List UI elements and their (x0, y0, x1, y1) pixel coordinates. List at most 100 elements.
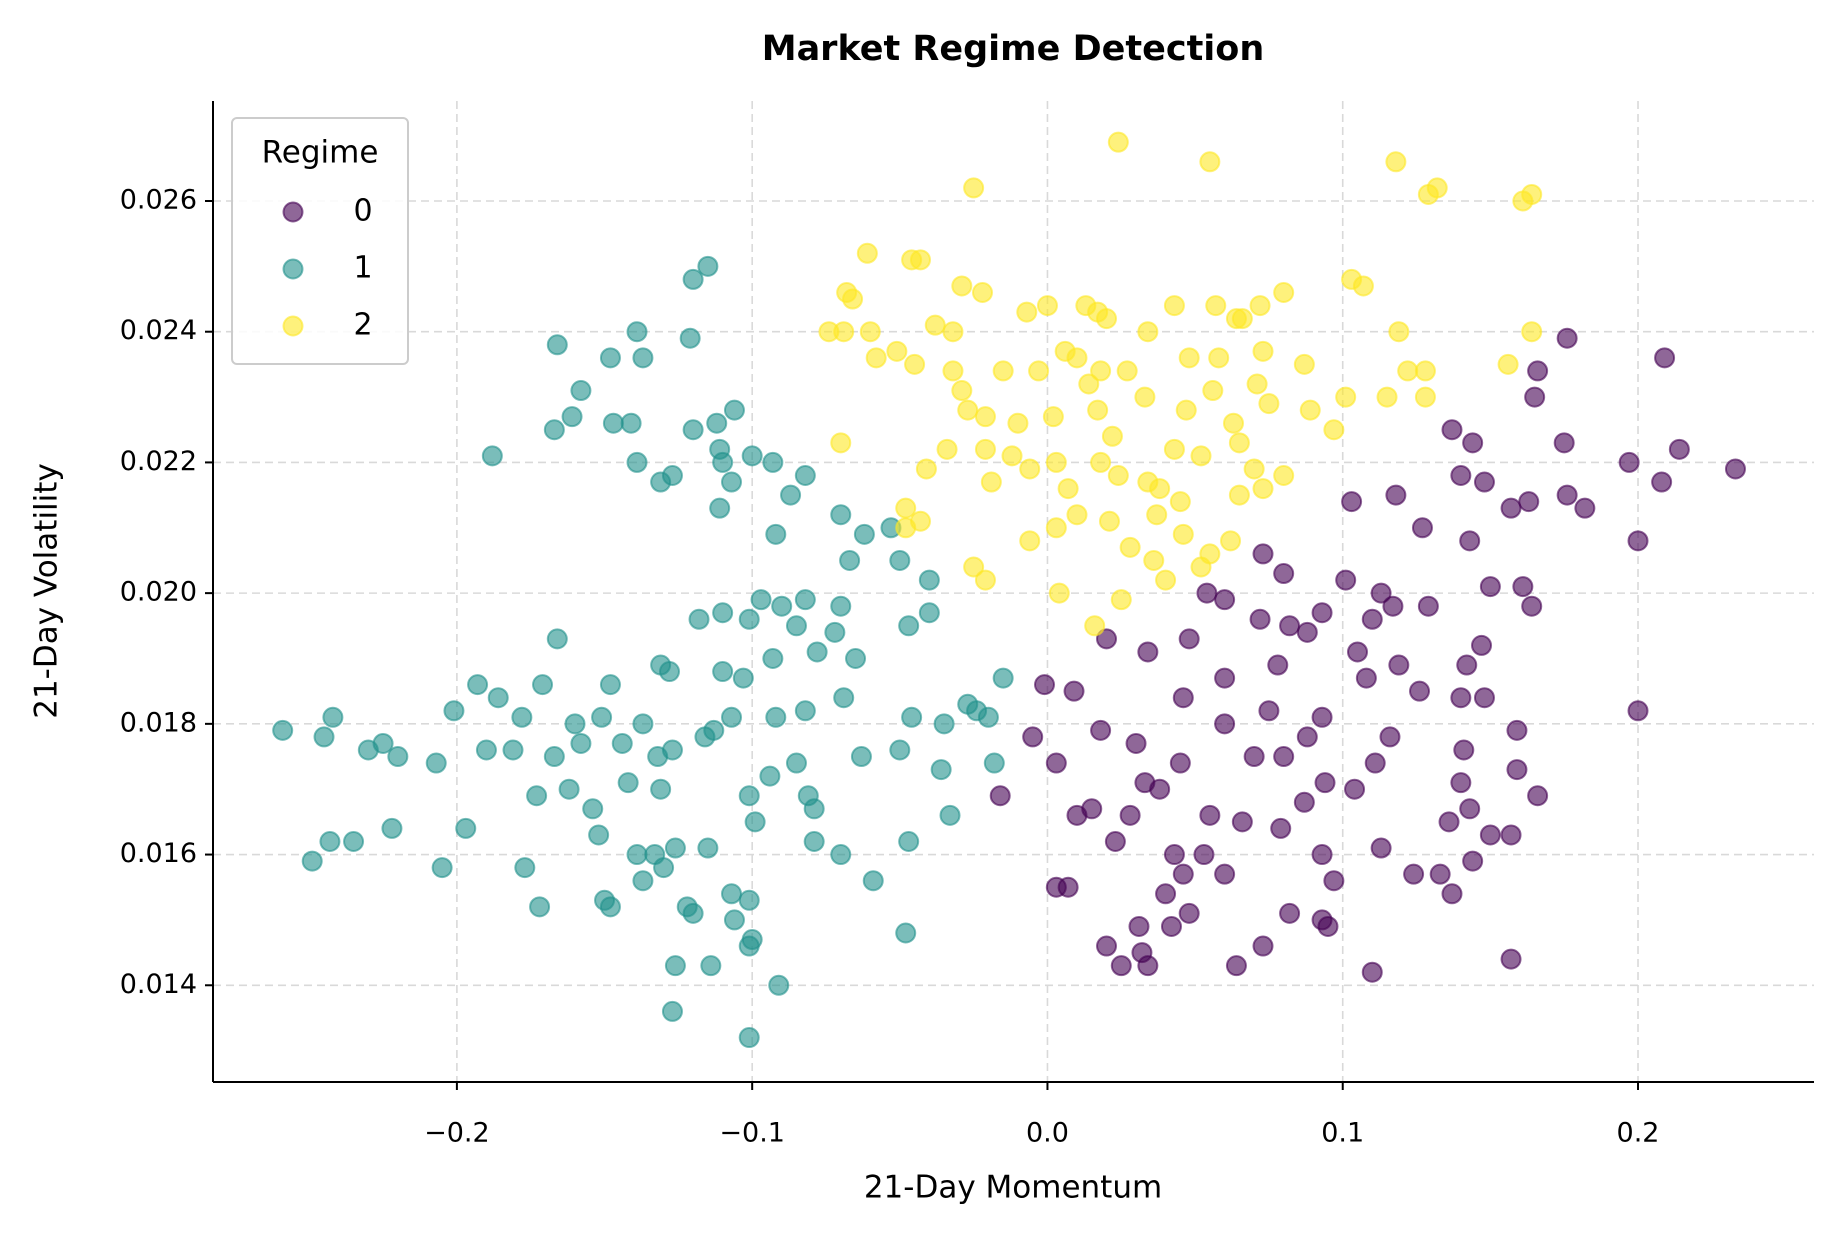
point (738, 785, 760, 807)
point (974, 569, 996, 591)
point (830, 432, 852, 454)
point (1081, 798, 1103, 820)
point (1574, 497, 1596, 519)
point (1066, 504, 1088, 526)
point (1110, 955, 1132, 977)
point (1296, 621, 1318, 643)
point (909, 249, 931, 271)
point (1220, 530, 1242, 552)
point (1134, 386, 1156, 408)
point (1155, 569, 1177, 591)
point (889, 549, 911, 571)
point (301, 850, 323, 872)
point (977, 706, 999, 728)
point (632, 347, 654, 369)
point (738, 935, 760, 957)
point (915, 458, 937, 480)
point (467, 674, 489, 696)
point (650, 778, 672, 800)
point (1317, 915, 1339, 937)
point (1403, 863, 1425, 885)
point (1527, 785, 1549, 807)
point (963, 177, 985, 199)
point (712, 451, 734, 473)
point (688, 608, 710, 630)
point (1361, 961, 1383, 983)
point (744, 811, 766, 833)
point (1087, 399, 1109, 421)
point (664, 955, 686, 977)
point (1243, 746, 1265, 768)
y-axis-label: 21-Day Volatility (29, 463, 65, 719)
point (1335, 569, 1357, 591)
point (1190, 445, 1212, 467)
point (1163, 438, 1185, 460)
point (1382, 595, 1404, 617)
point (272, 719, 294, 741)
point (1296, 726, 1318, 748)
point (1137, 321, 1159, 343)
point (529, 896, 551, 918)
point (502, 739, 524, 761)
point (1190, 556, 1212, 578)
point (1500, 497, 1522, 519)
point (425, 752, 447, 774)
point (1462, 850, 1484, 872)
point (951, 275, 973, 297)
point (1456, 654, 1478, 676)
point (343, 830, 365, 852)
point (721, 706, 743, 728)
point (1078, 373, 1100, 395)
point (626, 844, 648, 866)
point (889, 739, 911, 761)
point (514, 857, 536, 879)
point (833, 687, 855, 709)
point (1175, 399, 1197, 421)
point (762, 451, 784, 473)
point (694, 726, 716, 748)
point (1414, 386, 1436, 408)
point (1007, 412, 1029, 434)
point (794, 464, 816, 486)
point (659, 661, 681, 683)
point (1045, 451, 1067, 473)
point (1462, 432, 1484, 454)
point (989, 785, 1011, 807)
point (898, 615, 920, 637)
point (1155, 883, 1177, 905)
point (1107, 131, 1129, 153)
point (526, 785, 548, 807)
point (1066, 347, 1088, 369)
point (1500, 824, 1522, 846)
point (1172, 523, 1194, 545)
point (1096, 628, 1118, 650)
legend-marker (282, 201, 304, 223)
point (431, 857, 453, 879)
point (1524, 386, 1546, 408)
point (1270, 817, 1292, 839)
x-tick-label: −0.1 (719, 1118, 785, 1149)
point (620, 412, 642, 434)
point (712, 661, 734, 683)
point (1178, 902, 1200, 924)
point (1293, 353, 1315, 375)
point (918, 602, 940, 624)
point (1116, 360, 1138, 382)
point (1314, 772, 1336, 794)
point (706, 412, 728, 434)
point (918, 569, 940, 591)
point (785, 615, 807, 637)
point (765, 523, 787, 545)
point (839, 549, 861, 571)
point (1143, 549, 1165, 571)
legend-label: 0 (353, 194, 372, 229)
point (1370, 837, 1392, 859)
point (992, 360, 1014, 382)
point (1668, 438, 1690, 460)
point (1453, 739, 1475, 761)
point (1016, 301, 1038, 323)
point (661, 1000, 683, 1022)
point (741, 445, 763, 467)
point (1512, 190, 1534, 212)
